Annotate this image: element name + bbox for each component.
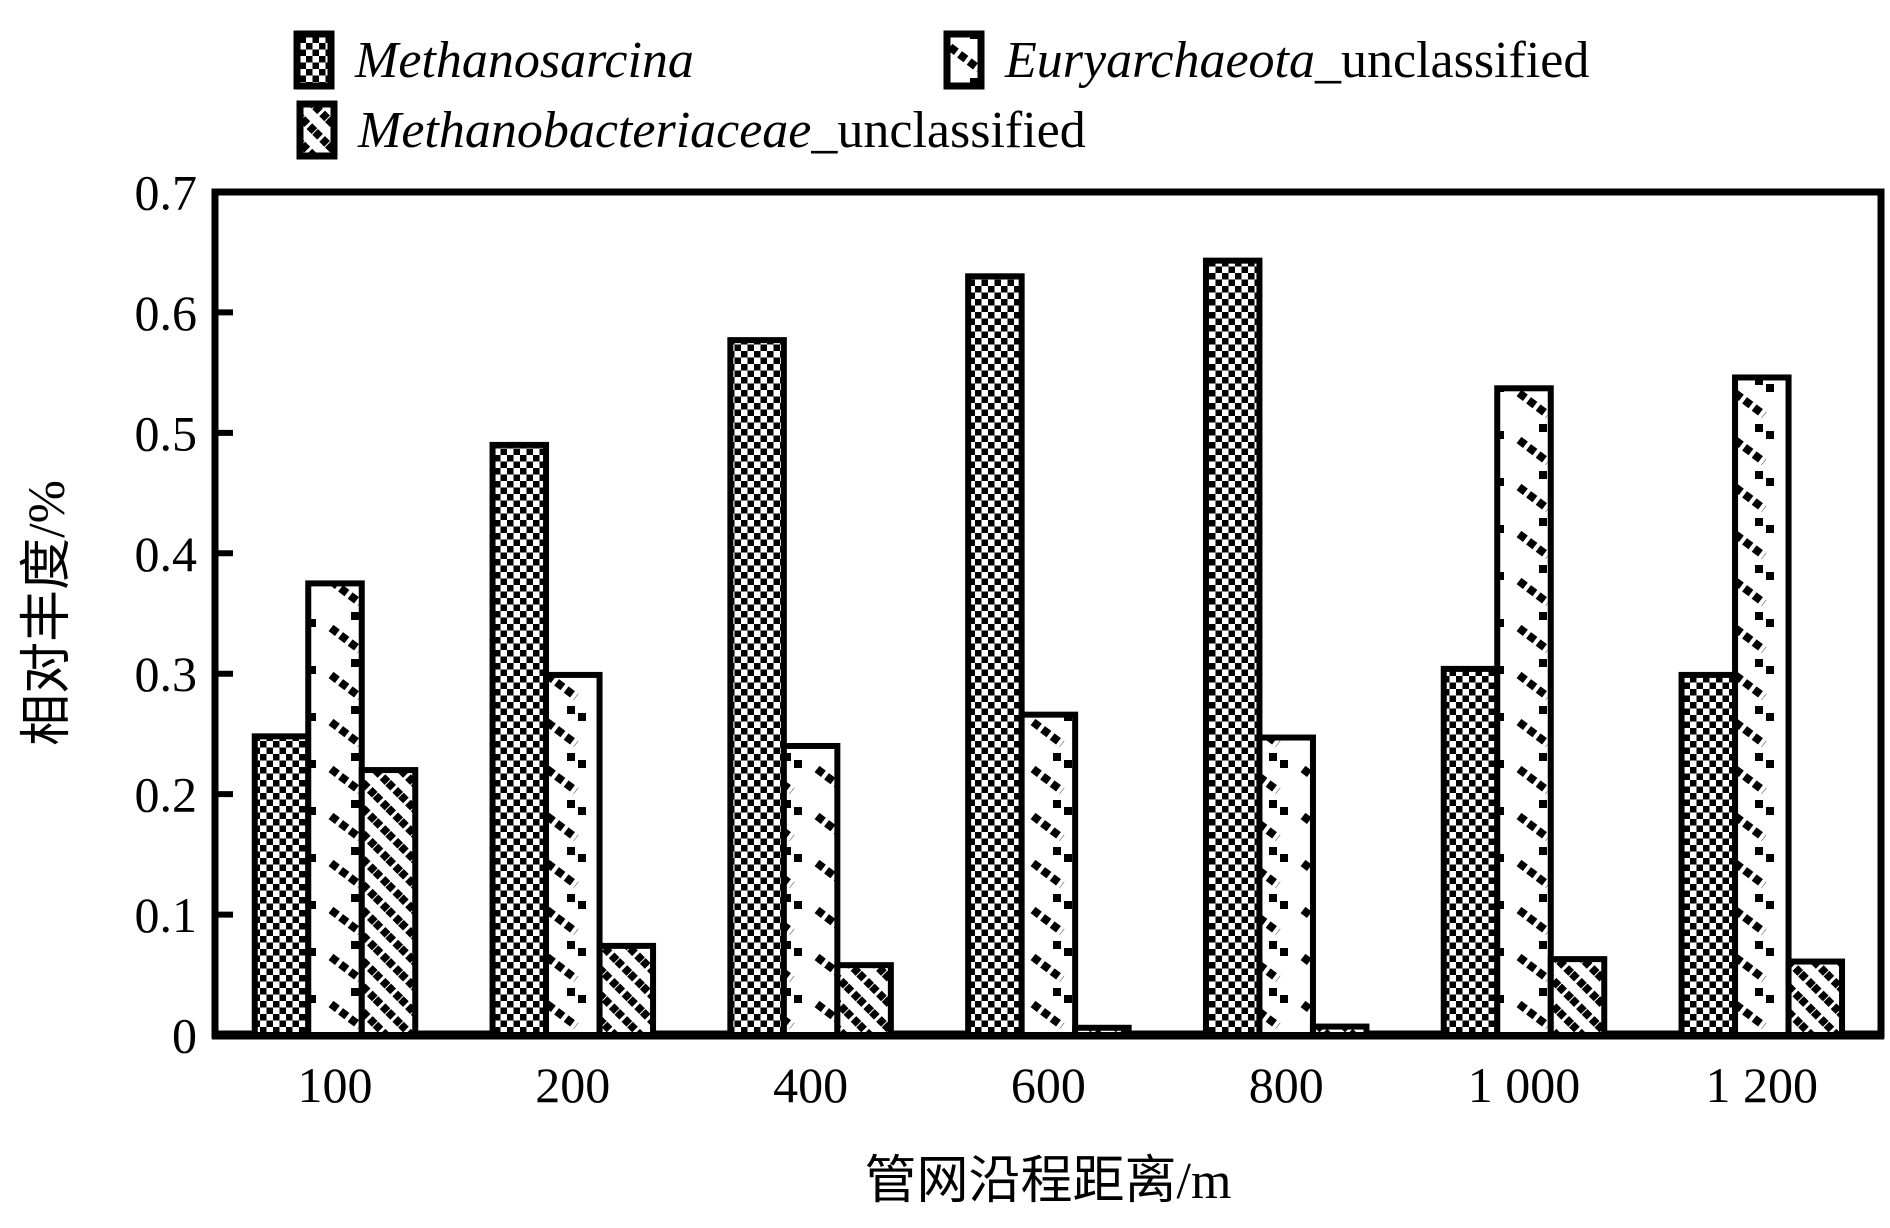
y-axis-title: 相对丰度/%	[19, 480, 76, 746]
legend-swatch-dense-diagonal-icon	[296, 100, 338, 160]
x-tick-label: 400	[773, 1057, 848, 1113]
bar-Euryarchaeota-800	[1256, 734, 1316, 1038]
x-tick-label: 100	[298, 1057, 373, 1113]
x-tick-label: 600	[1011, 1057, 1086, 1113]
bar-Methanobacteriaceae-800	[1309, 1023, 1370, 1038]
legend-swatch-checker-icon	[293, 30, 335, 90]
bar-Methanosarcina-800	[1202, 257, 1263, 1038]
legend-label-methanosarcina: Methanosarcina	[355, 31, 694, 89]
bar-Methanosarcina-400	[727, 337, 787, 1038]
legend-suffix-euryarchaeota: _unclassified	[1315, 31, 1590, 89]
legend-suffix-methanobacteriaceae: _unclassified	[811, 101, 1086, 159]
bar-Euryarchaeota-600	[1018, 711, 1079, 1038]
bar-Euryarchaeota-1 000	[1494, 385, 1554, 1038]
y-tick-label: 0.5	[135, 405, 198, 461]
bar-Euryarchaeota-400	[780, 742, 841, 1038]
y-axis-ticks	[215, 309, 233, 918]
bar-Methanobacteriaceae-200	[596, 942, 657, 1039]
bar-Methanobacteriaceae-100	[358, 767, 419, 1038]
legend-label-euryarchaeota: Euryarchaeota	[1005, 31, 1315, 89]
y-tick-label: 0.7	[135, 165, 198, 221]
y-tick-label: 0.4	[135, 526, 198, 582]
legend-item-methanosarcina: Methanosarcina	[293, 30, 694, 90]
y-tick-label: 0.2	[135, 767, 198, 823]
y-tick-label: 0.1	[135, 887, 198, 943]
bars	[251, 257, 1846, 1039]
y-axis-tick-labels: 0 0.1 0.2 0.3 0.4 0.5 0.6 0.7	[135, 165, 198, 1064]
bar-Methanosarcina-100	[251, 733, 312, 1039]
bar-Euryarchaeota-100	[305, 580, 365, 1039]
x-tick-label: 800	[1249, 1057, 1324, 1113]
y-tick-label: 0.6	[135, 285, 198, 341]
bar-Methanosarcina-1 000	[1440, 665, 1501, 1038]
bar-Euryarchaeota-200	[543, 671, 603, 1038]
legend-item-methanobacteriaceae: Methanobacteriaceae_unclassified	[296, 100, 1086, 160]
x-axis-tick-labels: 100 200 400 600 800 1 000 1 200	[298, 1057, 1819, 1113]
x-tick-label: 1 200	[1706, 1057, 1819, 1113]
y-tick-label: 0	[172, 1008, 197, 1064]
bar-Methanosarcina-1 200	[1678, 671, 1739, 1038]
legend-label-methanobacteriaceae: Methanobacteriaceae	[358, 101, 812, 159]
legend-swatch-sparse-diagonal-icon	[943, 30, 985, 90]
x-tick-label: 1 000	[1468, 1057, 1581, 1113]
bar-Euryarchaeota-1 200	[1732, 374, 1792, 1038]
x-tick-label: 200	[535, 1057, 610, 1113]
legend-item-euryarchaeota: Euryarchaeota_unclassified	[943, 30, 1589, 90]
y-tick-label: 0.3	[135, 646, 198, 702]
x-axis-title: 管网沿程距离/m	[865, 1153, 1232, 1210]
bar-Methanosarcina-600	[965, 273, 1025, 1038]
bar-Methanobacteriaceae-400	[834, 962, 894, 1038]
bar-Methanobacteriaceae-1 200	[1785, 958, 1846, 1038]
bar-Methanosarcina-200	[489, 441, 550, 1038]
bar-Methanobacteriaceae-1 000	[1547, 956, 1608, 1039]
bar-Methanobacteriaceae-600	[1072, 1024, 1132, 1039]
